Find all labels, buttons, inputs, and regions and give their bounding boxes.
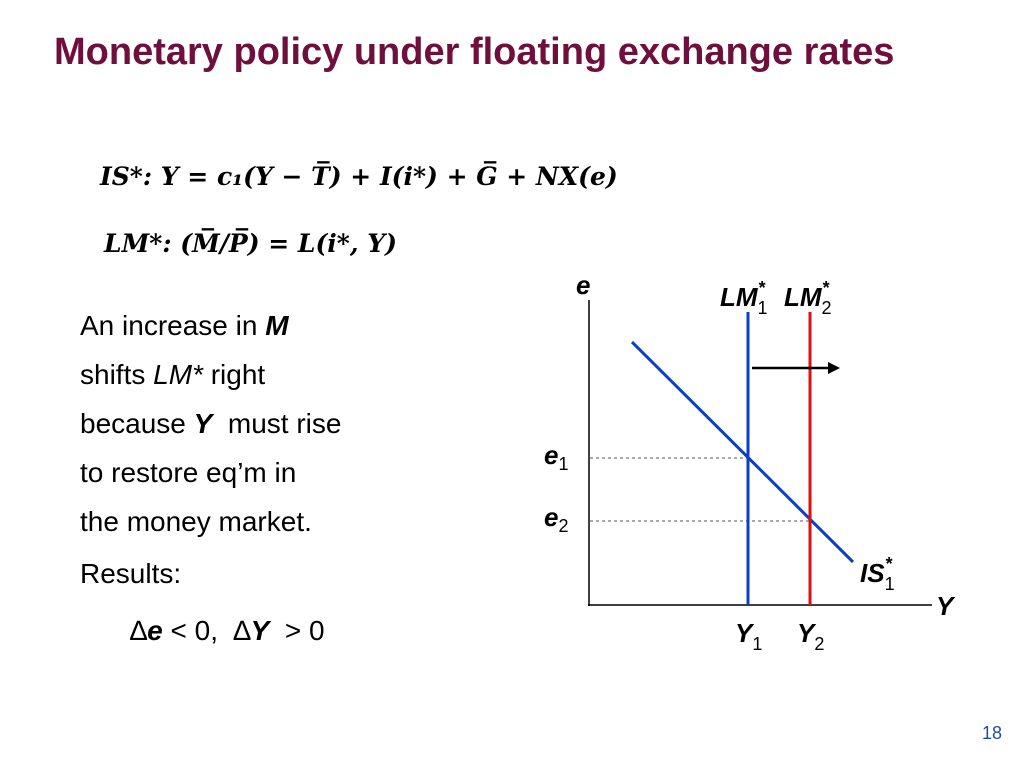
text: 2	[814, 634, 824, 654]
text: 2	[558, 516, 568, 536]
text: 1	[758, 298, 768, 318]
e1-label: e1	[544, 440, 568, 474]
text: *	[759, 278, 766, 298]
axis-label: e	[576, 270, 590, 300]
text: < 0, ∆	[163, 615, 252, 646]
lm1-label: LM1*	[720, 278, 768, 318]
text: e	[544, 502, 558, 532]
text: e	[147, 615, 163, 646]
text: IS	[860, 558, 885, 588]
result-line: ∆e < 0, ∆Y > 0	[130, 615, 325, 646]
lm2-label: LM2*	[784, 278, 832, 318]
text: ∆	[130, 615, 148, 646]
body-line: because Y must rise	[80, 408, 341, 439]
arrow-head	[828, 362, 840, 374]
e2-label: e2	[544, 502, 568, 536]
lm-equation: LM*: (M̅/P̅) = L(i*, Y)	[103, 228, 397, 258]
text: must rise	[212, 408, 341, 439]
text: > 0	[269, 615, 324, 646]
text: 2	[822, 298, 832, 318]
page-number: 18	[981, 723, 1002, 743]
body-line: to restore eq’m in	[80, 457, 296, 488]
text: 1	[752, 634, 762, 654]
body-line: An increase in M	[80, 310, 289, 341]
is-curve	[630, 340, 855, 564]
y2-label: Y2	[797, 618, 824, 654]
text: e	[544, 440, 558, 470]
text: LM	[784, 282, 823, 312]
body-line: Results:	[80, 558, 181, 589]
body-line: shifts LM* right	[80, 359, 265, 390]
body-line: the money market.	[80, 506, 312, 537]
text: *	[823, 278, 830, 298]
text: An increase in	[80, 310, 265, 341]
text: 1	[558, 454, 568, 474]
is-equation: IS*: Y = c₁(Y − T̅) + I(i*) + G̅ + NX(e)	[99, 161, 618, 191]
text: shifts	[80, 359, 153, 390]
slide-title: Monetary policy under floating exchange …	[54, 31, 895, 73]
text: LM*	[153, 359, 204, 390]
text: Y	[797, 618, 817, 648]
is-label: IS1*	[860, 554, 895, 594]
text: right	[203, 359, 265, 390]
text: LM	[720, 282, 759, 312]
text: because	[80, 408, 194, 439]
text: Y	[194, 408, 215, 439]
text: M	[265, 310, 289, 341]
y1-label: Y1	[735, 618, 762, 654]
text: Y	[735, 618, 755, 648]
text: *	[886, 554, 893, 574]
text: 1	[885, 574, 895, 594]
axis-label: Y	[936, 591, 956, 621]
text: Y	[251, 615, 272, 646]
